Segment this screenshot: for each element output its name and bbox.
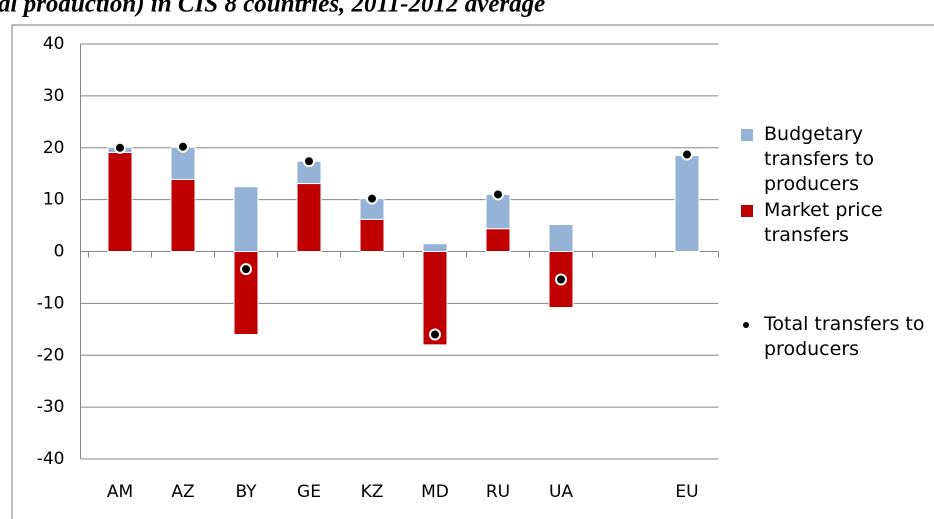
legend-item: Total transfers to producers [740, 312, 930, 362]
bar-segment [296, 183, 322, 252]
x-tick-label: AM [107, 482, 133, 502]
y-tick-label: 30 [43, 86, 65, 106]
x-tick-label: GE [297, 482, 321, 502]
bar-segment [359, 218, 385, 252]
y-tick-label: 20 [43, 138, 65, 158]
y-tick-label: -10 [37, 293, 65, 313]
total-marker [366, 192, 378, 205]
total-marker [177, 140, 189, 153]
chart-border [11, 24, 934, 519]
bar-segment [170, 178, 196, 252]
total-marker [429, 328, 441, 341]
legend-label: Budgetary transfers to producers [764, 123, 875, 195]
total-marker [303, 155, 315, 168]
x-tick-label: RU [486, 482, 510, 502]
x-tick-label: UA [549, 482, 573, 502]
bar-segment [548, 224, 574, 252]
x-tick-label: BY [235, 482, 257, 502]
legend-item: Market price transfers [740, 198, 930, 248]
total-marker [240, 263, 252, 276]
y-tick-label: -20 [37, 345, 65, 365]
total-marker [555, 273, 567, 286]
y-tick-label: -30 [37, 397, 65, 417]
y-tick-label: -40 [37, 449, 65, 469]
y-tick-label: 10 [43, 190, 65, 210]
y-tick-label: 0 [54, 242, 65, 262]
bar-segment [674, 155, 700, 252]
bar-segment [422, 243, 448, 252]
x-tick-label: KZ [361, 482, 384, 502]
legend-label: Total transfers to producers [764, 313, 925, 360]
total-marker [681, 148, 693, 161]
legend-label: Market price transfers [764, 199, 883, 246]
legend-swatch [740, 204, 754, 218]
bar-segment [107, 151, 133, 252]
chart-title: al production) in CIS 8 countries, 2011-… [0, 0, 545, 18]
bar-segment [233, 186, 259, 252]
legend-item: Budgetary transfers to producers [740, 122, 930, 197]
x-tick-label: MD [421, 482, 449, 502]
x-tick-label: AZ [171, 482, 194, 502]
x-tick-label: EU [675, 482, 698, 502]
legend-swatch [740, 128, 754, 142]
total-marker [114, 141, 126, 154]
total-marker [492, 188, 504, 201]
legend-swatch [743, 322, 749, 328]
bar-segment [485, 228, 511, 253]
y-tick-label: 40 [43, 34, 65, 54]
